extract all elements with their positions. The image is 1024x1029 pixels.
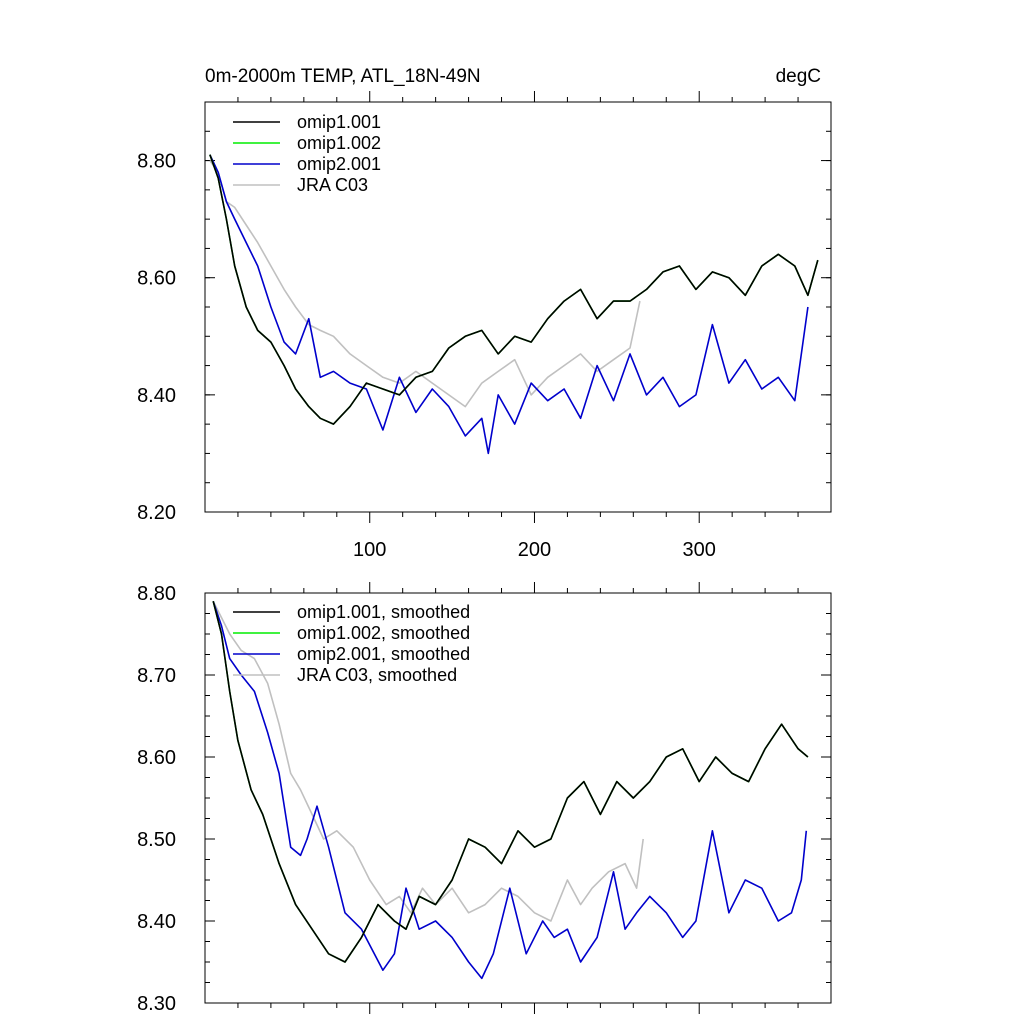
x-tick-label: 300 [683,539,716,561]
y-tick-label: 8.60 [137,747,176,769]
y-tick-label: 8.40 [137,385,176,407]
chart-panel-1: 8.20 8.40 8.60 8.80 100 200 300 0m-2000m TEMP, … [137,66,832,561]
legend-label: JRA C03 [297,175,368,195]
y-tick-label: 8.30 [137,993,176,1015]
legend-label: omip2.001, smoothed [297,644,470,664]
chart-title: 0m-2000m TEMP, ATL_18N-49N [205,66,481,87]
y-tick-label: 8.50 [137,829,176,851]
legend-label: omip1.001 [297,112,381,132]
y-tick-label: 8.70 [137,665,176,687]
y-tick-label: 8.20 [137,502,176,524]
x-tick-label: 100 [353,539,386,561]
series-line-1 [209,154,819,425]
series-line-3 [212,600,808,980]
series-line-3 [209,154,809,455]
y-tick-label: 8.60 [137,268,176,290]
units-label: degC [776,66,821,87]
legend-label: omip1.002, smoothed [297,623,470,643]
series-line-4 [212,600,644,922]
legend-label: omip1.002 [297,133,381,153]
legend-label: omip1.001, smoothed [297,602,470,622]
y-tick-label: 8.40 [137,911,176,933]
series-line-2 [209,154,819,425]
y-tick-label: 8.80 [137,583,176,605]
x-tick-label: 200 [518,539,551,561]
series-line-4 [209,160,641,408]
legend-label: omip2.001 [297,154,381,174]
legend-label: JRA C03, smoothed [297,665,457,685]
series-line-1 [212,601,809,963]
chart-panel-2: 8.30 8.40 8.50 8.60 8.70 8.80 omip1.001, smoot… [137,582,832,1015]
y-tick-label: 8.80 [137,151,176,173]
